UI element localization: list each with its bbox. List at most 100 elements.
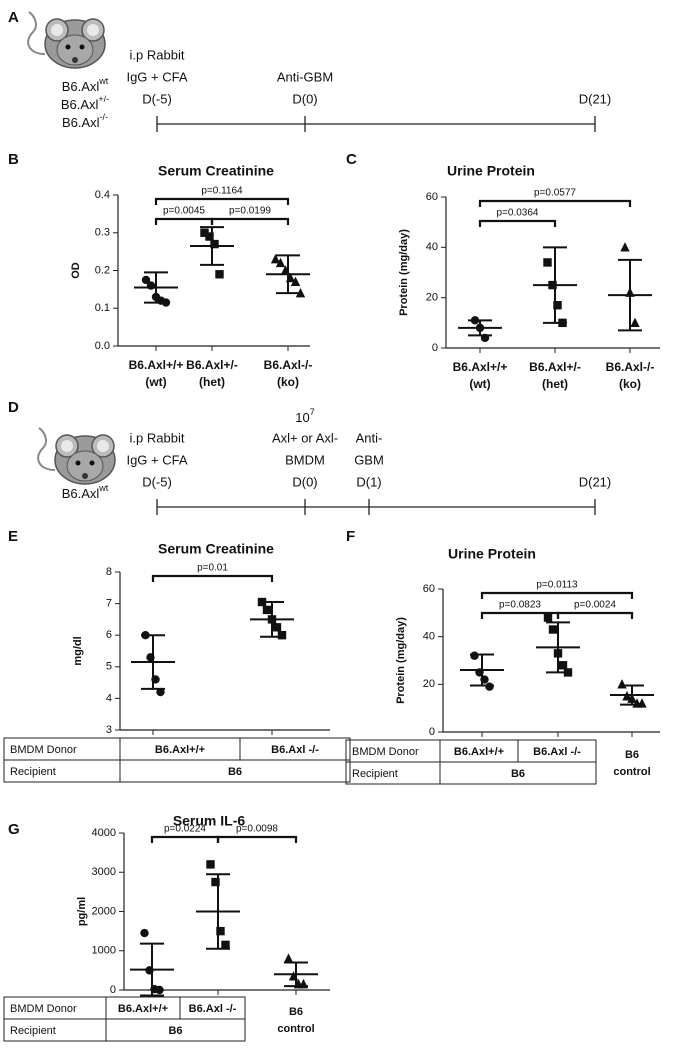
strain-label: B6.Axlwt [62, 76, 109, 94]
data-point [475, 323, 485, 333]
data-point [543, 258, 552, 267]
y-tick-label: 20 [426, 292, 438, 304]
y-tick-label: 3000 [92, 866, 116, 878]
timeline-day: D(0) [292, 474, 317, 489]
x-tick-label: B6.Axl+/- [529, 360, 581, 374]
data-point [617, 679, 627, 689]
data-point [275, 257, 286, 268]
table-cell: Recipient [10, 766, 56, 778]
panel-label: D [8, 399, 19, 416]
table-cell: B6 [511, 768, 525, 780]
data-point [290, 276, 301, 287]
y-tick-label: 40 [423, 631, 435, 643]
y-tick-label: 20 [423, 678, 435, 690]
data-point [470, 316, 480, 325]
timeline-day: D(21) [579, 91, 612, 106]
x-tick-label: B6.Axl+/+ [453, 360, 508, 374]
y-tick-label: 1000 [92, 945, 116, 957]
panel-label: B [8, 151, 19, 168]
data-point [630, 317, 640, 328]
p-value: p=0.0823 [499, 600, 541, 611]
table-cell: Recipient [352, 768, 398, 780]
data-point [480, 675, 489, 684]
data-point [543, 613, 553, 622]
data-point [270, 253, 281, 264]
significance-bracket [210, 217, 290, 225]
significance-bracket [478, 219, 557, 227]
timeline-day: D(-5) [142, 91, 172, 106]
y-axis-label: Protein (mg/day) [395, 617, 407, 704]
data-point [285, 272, 296, 283]
y-tick-label: 4 [106, 692, 112, 704]
table-cell: BMDM Donor [352, 746, 419, 758]
x-tick-sublabel: (ko) [619, 377, 641, 391]
y-tick-label: 0 [110, 984, 116, 996]
data-point [622, 691, 632, 701]
strain-label: B6.Axl-/- [62, 112, 108, 130]
data-point [475, 668, 484, 677]
x-tick-label: B6 [289, 1006, 303, 1018]
chart-title: Urine Protein [448, 546, 536, 562]
table-cell: B6 [168, 1025, 182, 1037]
panel-label: A [8, 9, 19, 26]
data-point [548, 280, 557, 290]
timeline-event: BMDM [285, 452, 325, 467]
data-point [470, 651, 479, 660]
x-tick-label: control [277, 1023, 314, 1035]
data-point [215, 270, 224, 279]
data-point [548, 625, 558, 634]
strain-label-base: B6.Axl [62, 115, 100, 130]
x-tick-sublabel: (wt) [145, 375, 166, 389]
table-cell: B6.Axl+/+ [454, 746, 504, 758]
timeline-event-sup: 7 [310, 407, 315, 417]
data-point [283, 953, 294, 963]
x-tick-label: B6 [625, 749, 639, 761]
p-value: p=0.0024 [574, 600, 616, 611]
table-row [3, 759, 351, 783]
data-point [221, 940, 230, 950]
p-value: p=0.0577 [534, 188, 576, 199]
strain-label-base: B6.Axl [61, 97, 99, 112]
table-row [3, 1018, 246, 1042]
timeline-day: D(21) [579, 474, 612, 489]
y-tick-label: 60 [426, 191, 438, 203]
p-value: p=0.0098 [236, 824, 278, 835]
table-cell: B6.Axl+/+ [118, 1003, 168, 1015]
data-point [277, 631, 287, 640]
table-cell: Recipient [10, 1025, 56, 1037]
data-point [145, 966, 154, 975]
y-tick-label: 40 [426, 241, 438, 253]
chart-title: Serum Creatinine [158, 541, 274, 557]
y-tick-label: 60 [423, 583, 435, 595]
timeline-event: Anti-GBM [277, 69, 333, 84]
p-value: p=0.0045 [163, 206, 205, 217]
y-axis-label: pg/ml [76, 897, 88, 926]
table-cell: B6 [228, 766, 242, 778]
strain-label: B6.Axlwt [62, 483, 109, 501]
data-point [625, 287, 635, 297]
x-tick-sublabel: (het) [199, 375, 225, 389]
timeline-event: i.p Rabbit [130, 47, 185, 62]
significance-bracket [154, 217, 214, 225]
data-point [558, 661, 568, 670]
significance-bracket [151, 574, 274, 582]
x-tick-label: B6.Axl+/+ [129, 358, 184, 372]
data-point [200, 228, 209, 237]
chart-title: Serum Creatinine [158, 163, 274, 179]
data-point [141, 631, 150, 640]
y-tick-label: 5 [106, 661, 112, 673]
strain-label-base: B6.Axl [62, 486, 100, 501]
y-tick-label: 0 [432, 342, 438, 354]
data-point [485, 682, 494, 691]
y-tick-label: 7 [106, 598, 112, 610]
significance-bracket [216, 835, 298, 843]
strain-label-sup: +/- [98, 94, 109, 104]
x-tick-label: B6.Axl-/- [264, 358, 313, 372]
timeline-event: i.p Rabbit [130, 430, 185, 445]
timeline-day: D(0) [292, 91, 317, 106]
chart-title: Urine Protein [447, 163, 535, 179]
data-point [216, 926, 225, 936]
strain-label-sup: wt [98, 483, 108, 493]
strain-label-base: B6.Axl [62, 79, 100, 94]
data-point [210, 239, 219, 249]
